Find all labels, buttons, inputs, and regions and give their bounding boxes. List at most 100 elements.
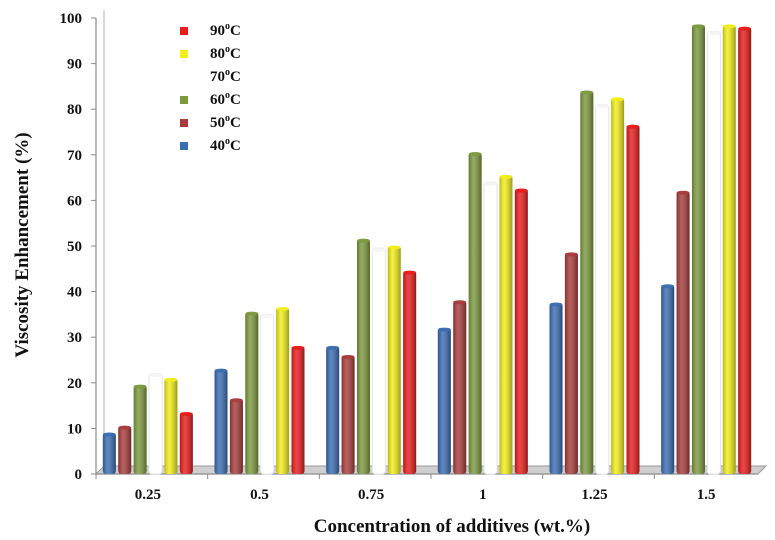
bar	[133, 384, 147, 474]
legend-item: 60oC	[180, 90, 241, 108]
y-tick-label: 10	[67, 421, 82, 437]
bar-shading	[611, 97, 625, 475]
bar-top	[499, 174, 513, 179]
bar	[564, 252, 578, 474]
bar-top	[691, 24, 705, 29]
bar-top	[661, 284, 675, 289]
bar-shading	[341, 355, 355, 474]
bar-top	[260, 313, 274, 318]
bar-top	[372, 247, 386, 252]
bar	[387, 245, 401, 474]
bar-top	[453, 300, 467, 305]
bar-body	[483, 181, 498, 475]
legend-item: 70oC	[179, 67, 241, 85]
bar-shading	[514, 189, 528, 474]
bar-shading	[356, 239, 370, 474]
bar	[661, 284, 675, 474]
bar-shading	[179, 412, 193, 474]
x-tick-label: 0.75	[358, 487, 384, 503]
legend-swatch	[180, 96, 188, 104]
bar-shading	[229, 398, 243, 474]
bar	[326, 345, 340, 474]
y-tick-label: 50	[67, 239, 82, 255]
bar	[341, 354, 355, 474]
y-tick-label: 70	[67, 148, 82, 164]
bar	[676, 190, 690, 474]
bar-shading	[499, 175, 513, 474]
bar-body	[706, 31, 721, 475]
bar-body	[371, 247, 386, 475]
bar	[722, 24, 736, 475]
bar-top	[118, 425, 132, 430]
bar-top	[245, 311, 259, 316]
bar	[148, 373, 163, 475]
y-axis-ticks: 0 10 20 30 40 50 60 70 80 90 100	[60, 11, 96, 483]
bar-top	[276, 307, 290, 312]
bar-body	[148, 373, 163, 475]
bar-body	[595, 104, 610, 475]
legend-swatch	[180, 119, 188, 127]
x-tick-label: 1	[479, 487, 487, 503]
bar-top	[229, 398, 243, 403]
x-axis-title: Concentration of additives (wt.%)	[314, 516, 591, 537]
bar	[691, 24, 705, 475]
bar	[611, 97, 625, 475]
bar-top	[484, 181, 498, 186]
bar-top	[179, 411, 193, 416]
x-tick-label: 1.25	[581, 487, 607, 503]
bar	[371, 247, 386, 475]
bar	[102, 432, 116, 474]
bar	[595, 104, 610, 475]
y-tick-label: 60	[67, 193, 82, 209]
bar	[437, 327, 451, 474]
bar	[179, 411, 193, 474]
bar-top	[722, 24, 736, 29]
legend-item: 80oC	[180, 44, 241, 62]
bar-top	[403, 270, 417, 275]
bar-top	[564, 252, 578, 257]
legend-item: 50oC	[180, 113, 241, 131]
bar-top	[611, 97, 625, 102]
bar	[549, 302, 563, 474]
bar-shading	[691, 24, 705, 475]
y-tick-label: 0	[75, 467, 83, 483]
bar-shading	[164, 378, 178, 474]
bar-top	[214, 368, 228, 373]
bar-shading	[387, 246, 401, 474]
bar	[291, 345, 305, 474]
bar-body	[260, 313, 275, 475]
bar-shading	[437, 328, 451, 474]
bar-shading	[453, 300, 467, 474]
bar	[276, 307, 290, 474]
bar-shading	[214, 369, 228, 474]
legend-swatch	[180, 142, 188, 150]
bar	[118, 425, 132, 474]
bar-top	[707, 31, 721, 36]
bar-top	[326, 345, 340, 350]
y-tick-label: 40	[67, 285, 82, 301]
legend-swatch	[180, 27, 188, 35]
bar-top	[149, 373, 163, 378]
bar-shading	[722, 24, 736, 475]
bar-top	[738, 26, 752, 31]
bar	[468, 152, 482, 474]
bar-shading	[403, 271, 417, 474]
bar	[229, 398, 243, 474]
y-tick-label: 30	[67, 330, 82, 346]
bar	[499, 174, 513, 474]
bar-shading	[102, 432, 116, 474]
bar-top	[676, 190, 690, 195]
bar	[403, 270, 417, 474]
bar-shading	[564, 252, 578, 474]
bar	[738, 26, 752, 475]
bar-shading	[133, 385, 147, 474]
bar	[260, 313, 275, 475]
bar-top	[580, 90, 594, 95]
x-tick-label: 0.25	[135, 487, 161, 503]
legend-label: 50oC	[210, 113, 241, 131]
legend: 90oC 80oC 70oC 60oC 50oC 40oC	[179, 21, 241, 154]
legend-label: 90oC	[210, 21, 241, 39]
bar-shading	[468, 152, 482, 474]
y-tick-label: 90	[67, 57, 82, 73]
